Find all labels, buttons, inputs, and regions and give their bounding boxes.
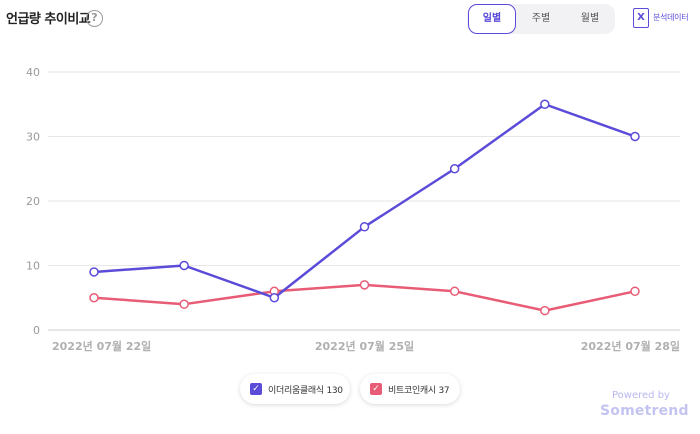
y-tick-label: 20 — [26, 195, 40, 208]
data-point — [630, 286, 640, 297]
legend-series-name: 이더리움클래식 — [268, 386, 324, 396]
y-tick-label: 30 — [26, 131, 40, 144]
legend-label: 비트코인캐시 37 — [388, 383, 450, 396]
data-point — [449, 286, 460, 297]
legend-item-bitcoin-cash[interactable]: ✓ 비트코인캐시 37 — [360, 374, 460, 404]
legend-series-count: 130 — [326, 386, 343, 396]
data-point — [359, 222, 370, 232]
tab-daily[interactable]: 일별 — [468, 4, 516, 34]
tab-monthly[interactable]: 월별 — [580, 13, 600, 24]
help-icon[interactable]: ? — [86, 10, 103, 27]
x-tick-label: 2022년 07월 28일 — [581, 339, 680, 353]
data-point — [89, 293, 99, 303]
excel-icon: X — [633, 8, 649, 28]
y-tick-label: 0 — [33, 324, 40, 337]
brand-logo: Sometrend — [600, 403, 689, 419]
export-label: 분석데이터 — [653, 13, 689, 22]
data-point — [540, 305, 550, 316]
data-point — [179, 260, 189, 271]
data-point — [359, 280, 370, 290]
checkbox-icon: ✓ — [250, 383, 262, 395]
y-tick-label: 40 — [26, 66, 40, 79]
powered-by-text: Powered by — [612, 390, 670, 401]
data-point — [540, 99, 550, 109]
legend-label: 이더리움클래식 130 — [268, 383, 343, 396]
legend-series-name: 비트코인캐시 — [388, 386, 436, 396]
period-toggle: 일별 주별 월별 — [467, 4, 615, 34]
checkbox-icon: ✓ — [370, 383, 382, 395]
legend-series-count: 37 — [438, 386, 450, 396]
y-tick-label: 10 — [26, 260, 40, 273]
data-point — [179, 299, 189, 309]
data-point — [630, 131, 640, 142]
data-point — [269, 293, 280, 303]
chart-title: 언급량 추이비교 — [6, 12, 91, 27]
data-point — [89, 267, 99, 277]
chart-header: 언급량 추이비교 ? 일별 주별 월별 X 분석데이터 — [0, 0, 700, 40]
x-tick-label: 2022년 07월 22일 — [52, 339, 151, 353]
data-point — [449, 164, 460, 174]
tab-weekly[interactable]: 주별 — [531, 13, 551, 24]
legend-item-ethereum-classic[interactable]: ✓ 이더리움클래식 130 — [240, 374, 350, 404]
x-tick-label: 2022년 07월 25일 — [315, 339, 414, 353]
